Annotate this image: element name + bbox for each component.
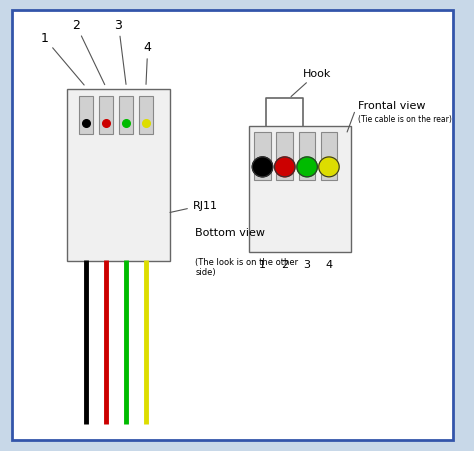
Text: Frontal view: Frontal view	[358, 101, 425, 110]
Circle shape	[274, 157, 295, 177]
Circle shape	[252, 157, 273, 177]
Text: (Tie cable is on the rear): (Tie cable is on the rear)	[358, 115, 452, 124]
Text: 3: 3	[115, 18, 126, 85]
Text: 4: 4	[144, 41, 152, 85]
Bar	[79, 97, 93, 135]
Text: RJ11: RJ11	[170, 200, 218, 213]
Text: 2: 2	[281, 259, 288, 269]
Bar	[119, 97, 133, 135]
Bar	[254, 133, 271, 181]
Bar	[276, 133, 293, 181]
Bar	[67, 90, 170, 262]
Text: 3: 3	[304, 259, 310, 269]
Text: Hook: Hook	[291, 69, 331, 97]
Circle shape	[297, 157, 317, 177]
Text: Bottom view: Bottom view	[195, 228, 265, 238]
Text: 4: 4	[325, 259, 332, 269]
Bar	[139, 97, 153, 135]
Bar	[299, 133, 316, 181]
Text: 1: 1	[259, 259, 266, 269]
Text: 2: 2	[72, 18, 105, 85]
Bar	[320, 133, 337, 181]
Bar	[99, 97, 113, 135]
Bar	[248, 126, 351, 253]
Text: (The look is on the other
side): (The look is on the other side)	[195, 257, 298, 276]
Text: 1: 1	[40, 32, 84, 86]
Circle shape	[319, 157, 339, 177]
